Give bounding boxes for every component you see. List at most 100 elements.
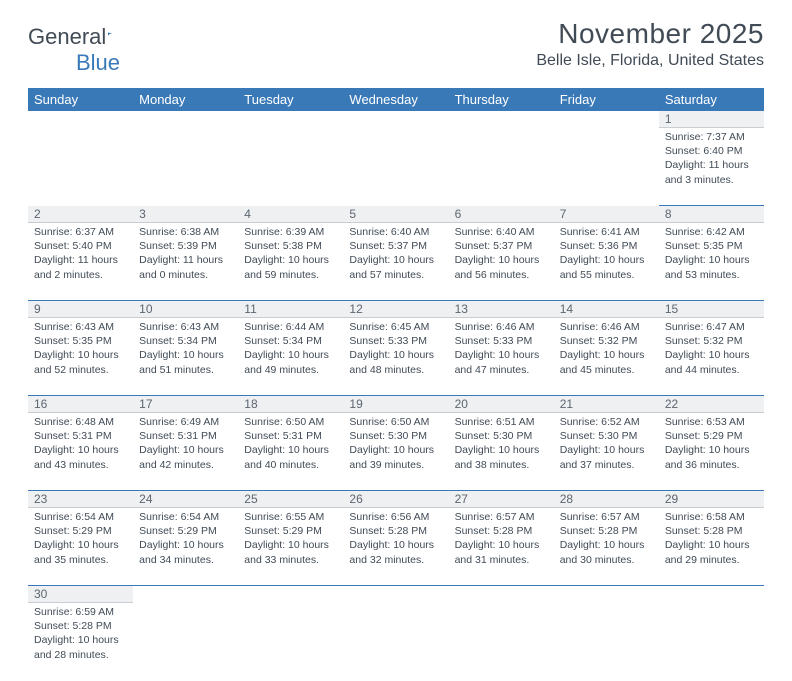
day-cell: Sunrise: 6:41 AMSunset: 5:36 PMDaylight:… [554, 223, 659, 301]
day-number: 23 [28, 491, 133, 508]
sunset: Sunset: 5:29 PM [244, 524, 337, 538]
day-number [449, 586, 554, 603]
day-number: 17 [133, 396, 238, 413]
day-cell: Sunrise: 6:44 AMSunset: 5:34 PMDaylight:… [238, 318, 343, 396]
sunrise: Sunrise: 6:40 AM [349, 225, 442, 239]
day-number: 29 [659, 491, 764, 508]
daylight: Daylight: 10 hours and 37 minutes. [560, 443, 653, 471]
weekday-header-row: Sunday Monday Tuesday Wednesday Thursday… [28, 88, 764, 111]
day-number: 1 [659, 111, 764, 128]
day-number: 19 [343, 396, 448, 413]
sunset: Sunset: 5:29 PM [139, 524, 232, 538]
sunset: Sunset: 5:30 PM [455, 429, 548, 443]
logo-text-2: Blue [76, 50, 792, 76]
day-cell [133, 128, 238, 206]
day-number: 6 [449, 206, 554, 223]
day-cell [554, 128, 659, 206]
sunrise: Sunrise: 6:59 AM [34, 605, 127, 619]
daylight: Daylight: 10 hours and 59 minutes. [244, 253, 337, 281]
daylight: Daylight: 10 hours and 30 minutes. [560, 538, 653, 566]
week-row: Sunrise: 6:59 AMSunset: 5:28 PMDaylight:… [28, 603, 764, 681]
weekday-header: Sunday [28, 88, 133, 111]
sunrise: Sunrise: 6:57 AM [455, 510, 548, 524]
day-number: 5 [343, 206, 448, 223]
day-number: 3 [133, 206, 238, 223]
sunrise: Sunrise: 6:53 AM [665, 415, 758, 429]
weekday-header: Tuesday [238, 88, 343, 111]
day-cell: Sunrise: 6:39 AMSunset: 5:38 PMDaylight:… [238, 223, 343, 301]
day-cell: Sunrise: 6:43 AMSunset: 5:35 PMDaylight:… [28, 318, 133, 396]
daylight: Daylight: 10 hours and 55 minutes. [560, 253, 653, 281]
daynum-row: 9101112131415 [28, 301, 764, 318]
daylight: Daylight: 10 hours and 49 minutes. [244, 348, 337, 376]
day-number [133, 586, 238, 603]
day-cell: Sunrise: 6:56 AMSunset: 5:28 PMDaylight:… [343, 508, 448, 586]
sunrise: Sunrise: 6:50 AM [244, 415, 337, 429]
sunset: Sunset: 5:28 PM [560, 524, 653, 538]
day-number: 15 [659, 301, 764, 318]
sunrise: Sunrise: 6:41 AM [560, 225, 653, 239]
daylight: Daylight: 10 hours and 31 minutes. [455, 538, 548, 566]
sunset: Sunset: 5:30 PM [349, 429, 442, 443]
day-cell [28, 128, 133, 206]
day-cell: Sunrise: 6:43 AMSunset: 5:34 PMDaylight:… [133, 318, 238, 396]
calendar: Sunday Monday Tuesday Wednesday Thursday… [28, 88, 764, 681]
sunset: Sunset: 5:33 PM [455, 334, 548, 348]
daylight: Daylight: 10 hours and 35 minutes. [34, 538, 127, 566]
day-number: 13 [449, 301, 554, 318]
sunset: Sunset: 5:32 PM [560, 334, 653, 348]
sunset: Sunset: 5:34 PM [244, 334, 337, 348]
day-number [133, 111, 238, 128]
day-cell: Sunrise: 6:59 AMSunset: 5:28 PMDaylight:… [28, 603, 133, 681]
day-cell [238, 603, 343, 681]
day-cell: Sunrise: 6:53 AMSunset: 5:29 PMDaylight:… [659, 413, 764, 491]
sunset: Sunset: 5:29 PM [665, 429, 758, 443]
sunrise: Sunrise: 6:45 AM [349, 320, 442, 334]
sunrise: Sunrise: 6:48 AM [34, 415, 127, 429]
daynum-row: 16171819202122 [28, 396, 764, 413]
day-number: 8 [659, 206, 764, 223]
day-number: 21 [554, 396, 659, 413]
logo-text-1: General [28, 24, 106, 50]
day-cell [554, 603, 659, 681]
daylight: Daylight: 10 hours and 32 minutes. [349, 538, 442, 566]
sunrise: Sunrise: 6:42 AM [665, 225, 758, 239]
sunrise: Sunrise: 6:54 AM [34, 510, 127, 524]
day-cell [133, 603, 238, 681]
daylight: Daylight: 11 hours and 3 minutes. [665, 158, 758, 186]
week-row: Sunrise: 6:48 AM Sunset: 5:31 PM Daylight:… [28, 413, 764, 491]
day-cell: Sunrise: 6:40 AMSunset: 5:37 PMDaylight:… [343, 223, 448, 301]
day-number [659, 586, 764, 603]
sunset: Sunset: 5:35 PM [665, 239, 758, 253]
daylight: Daylight: 10 hours and 29 minutes. [665, 538, 758, 566]
day-number: 12 [343, 301, 448, 318]
sunset: Sunset: 5:39 PM [139, 239, 232, 253]
sunset: Sunset: 5:31 PM [244, 429, 337, 443]
day-cell: Sunrise: 6:50 AMSunset: 5:30 PMDaylight:… [343, 413, 448, 491]
day-cell: Sunrise: 6:50 AMSunset: 5:31 PMDaylight:… [238, 413, 343, 491]
daylight: Daylight: 10 hours and 51 minutes. [139, 348, 232, 376]
day-cell [449, 128, 554, 206]
day-number: 27 [449, 491, 554, 508]
daylight: Daylight: 10 hours and 34 minutes. [139, 538, 232, 566]
sunrise: Sunrise: 6:37 AM [34, 225, 127, 239]
week-row: Sunrise: 6:43 AMSunset: 5:35 PMDaylight:… [28, 318, 764, 396]
daylight: Daylight: 10 hours and 44 minutes. [665, 348, 758, 376]
sunrise: Sunrise: 6:58 AM [665, 510, 758, 524]
day-cell: Sunrise: 6:40 AMSunset: 5:37 PMDaylight:… [449, 223, 554, 301]
day-cell: Sunrise: 6:51 AMSunset: 5:30 PMDaylight:… [449, 413, 554, 491]
sunrise: Sunrise: 6:46 AM [455, 320, 548, 334]
day-number [554, 111, 659, 128]
daylight: Daylight: 10 hours and 45 minutes. [560, 348, 653, 376]
day-cell [343, 603, 448, 681]
sunset: Sunset: 5:30 PM [560, 429, 653, 443]
day-number: 16 [28, 396, 133, 413]
daylight: Daylight: 10 hours and 53 minutes. [665, 253, 758, 281]
sunrise: Sunrise: 7:37 AM [665, 130, 758, 144]
sunset: Sunset: 6:40 PM [665, 144, 758, 158]
sunset: Sunset: 5:28 PM [34, 619, 127, 633]
daylight: Daylight: 11 hours and 2 minutes. [34, 253, 127, 281]
month-title: November 2025 [536, 18, 764, 50]
sunrise: Sunrise: 6:54 AM [139, 510, 232, 524]
daynum-row: 30 [28, 586, 764, 603]
